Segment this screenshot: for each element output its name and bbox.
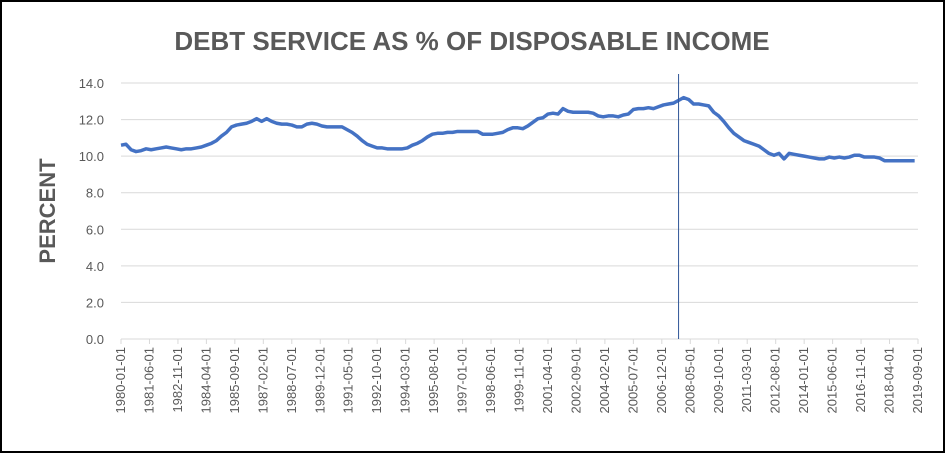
x-tick-label: 1991-05-01 (341, 347, 356, 414)
y-tick-label: 10.0 (79, 149, 104, 164)
x-tick-label: 2004-02-01 (597, 347, 612, 414)
x-tick-label: 1988-07-01 (284, 347, 299, 414)
y-tick-label: 8.0 (86, 186, 104, 201)
line-series (120, 95, 915, 163)
x-tick-label: 2014-01-01 (796, 347, 811, 414)
x-tick-label: 1999-11-01 (512, 347, 527, 413)
x-tick-label: 2009-10-01 (711, 347, 726, 414)
x-tick-label: 1997-01-01 (455, 347, 470, 414)
x-tick-label: 1994-03-01 (398, 347, 413, 414)
x-tick-label: 1998-06-01 (483, 347, 498, 414)
x-tick-label: 2001-04-01 (540, 347, 555, 414)
y-tick-label: 14.0 (79, 76, 104, 91)
x-tick-label: 2019-09-01 (910, 347, 925, 414)
x-tick-label: 2016-11-01 (853, 347, 868, 413)
x-tick-label: 2011-03-01 (739, 347, 754, 413)
x-tick-label: 1980-01-01 (113, 347, 128, 414)
x-tick-label: 1992-10-01 (369, 347, 384, 414)
x-tick-label: 2018-04-01 (882, 347, 897, 414)
x-tick-label: 1982-11-01 (170, 347, 185, 413)
y-tick-label: 6.0 (86, 222, 104, 237)
y-tick-label: 2.0 (86, 295, 104, 310)
x-tick-label: 1995-08-01 (426, 347, 441, 414)
x-tick-label: 1987-02-01 (255, 347, 270, 414)
x-tick-label: 1985-09-01 (227, 347, 242, 414)
x-tick-label: 2008-05-01 (682, 347, 697, 414)
y-axis-label: PERCENT (35, 158, 60, 264)
x-tick-label: 2015-06-01 (825, 347, 840, 414)
x-tick-label: 2012-08-01 (768, 347, 783, 414)
y-tick-label: 12.0 (79, 113, 104, 128)
x-tick-label: 1984-04-01 (198, 347, 213, 414)
x-tick-label: 1981-06-01 (141, 347, 156, 414)
y-tick-label: 0.0 (86, 332, 104, 347)
chart-title: DEBT SERVICE AS % OF DISPOSABLE INCOME (174, 26, 769, 56)
x-tick-label: 2005-07-01 (625, 347, 640, 414)
x-tick-label: 1989-12-01 (312, 347, 327, 414)
x-tick-label: 2002-09-01 (568, 347, 583, 414)
x-tick-label: 2006-12-01 (654, 347, 669, 414)
y-tick-label: 4.0 (86, 259, 104, 274)
